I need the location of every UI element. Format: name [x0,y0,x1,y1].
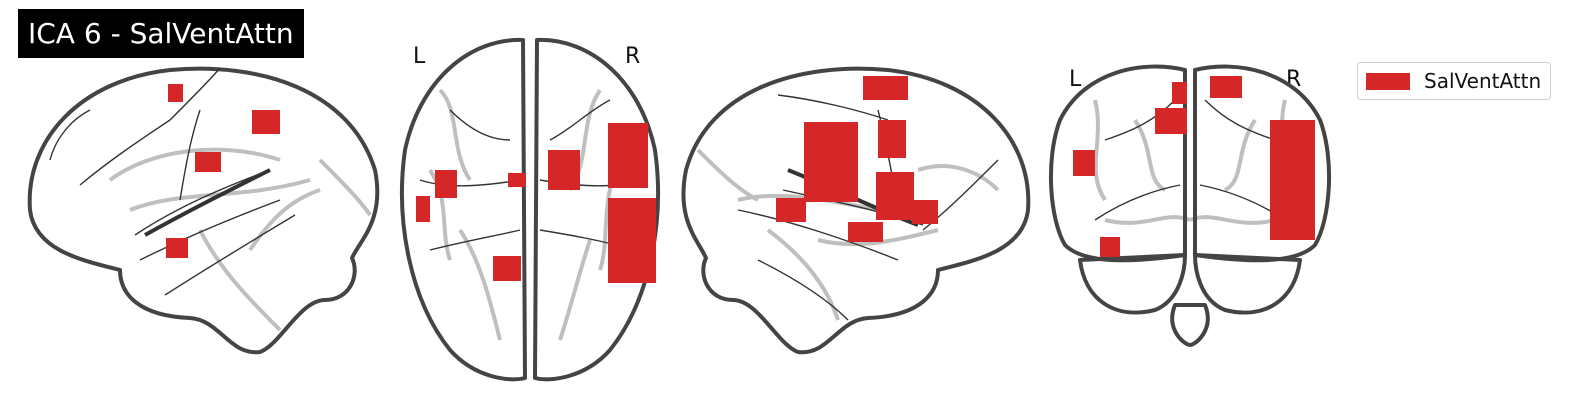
sagittal-left-blob [195,152,221,172]
coronal-right-hemisphere [1193,64,1332,263]
axial-blob [508,173,526,187]
legend-swatch [1366,73,1410,90]
coronal-brainstem [1170,303,1210,347]
axial-blob [608,123,648,188]
legend: SalVentAttn [1357,62,1551,100]
axial-blob [548,150,580,190]
axial-blob [608,198,656,283]
sagittal-left-blob [168,84,183,102]
axial-gray-matter [428,88,622,341]
sagittal-left-view [27,66,380,355]
figure-title: ICA 6 - SalVentAttn [18,9,304,58]
sagittal-right-blob [863,76,908,100]
coronal-left-cerebellum [1078,253,1187,315]
axial-blob [435,170,457,198]
axial-right-label: R [625,44,641,69]
axial-left-hemisphere [400,37,527,382]
sagittal-right-outline [681,66,1031,355]
axial-blob [493,256,521,281]
coronal-view [1048,64,1332,347]
sagittal-right-blob [878,120,906,158]
sagittal-left-blob [166,238,188,258]
sagittal-right-blob [912,200,938,224]
sagittal-right-view [681,66,1031,355]
sagittal-right-blob [776,198,806,222]
axial-sulci [419,99,641,251]
coronal-right-cerebellum [1193,253,1302,315]
coronal-blob [1155,108,1187,134]
coronal-left-label: L [1069,67,1082,92]
legend-label: SalVentAttn [1424,69,1542,93]
coronal-sulci [1094,99,1286,221]
sagittal-left-sulci [49,67,296,296]
axial-left-label: L [413,44,426,69]
sagittal-right-blob [876,172,914,220]
coronal-blob [1270,120,1315,240]
sagittal-left-lateral-fissure [144,168,271,237]
coronal-blob [1210,76,1242,98]
sagittal-right-blob [848,222,883,242]
coronal-blob [1100,237,1120,257]
coronal-blob [1172,82,1187,104]
sagittal-left-outline [27,66,380,355]
coronal-blob [1073,150,1095,176]
axial-view [400,37,660,382]
sagittal-left-gray-matter [108,147,372,332]
coronal-left-hemisphere [1048,64,1187,263]
sagittal-right-blob [804,122,858,202]
sagittal-right-sulci [737,94,999,321]
sagittal-left-blob [252,110,280,134]
axial-blob [416,196,430,222]
